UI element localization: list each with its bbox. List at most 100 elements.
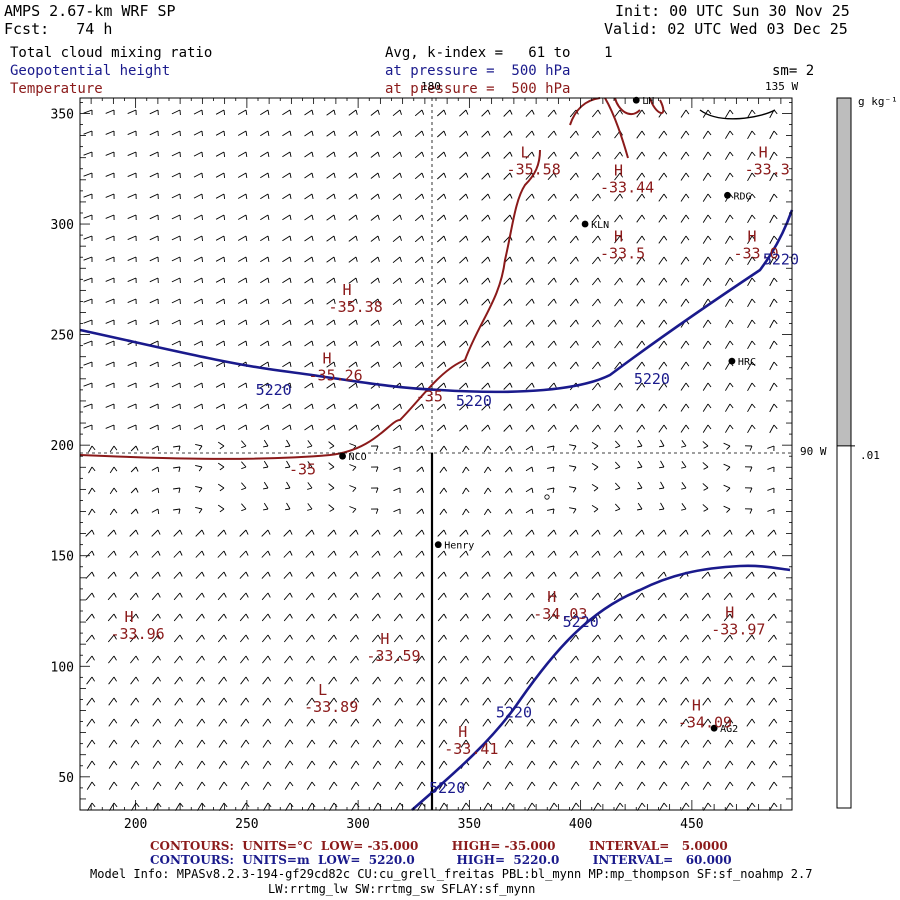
wind-barb [725,214,734,223]
wind-barb [525,592,535,601]
wind-barb [263,439,269,448]
wind-barb [702,151,712,160]
wind-barb [215,298,226,305]
colorbar-frame [836,97,852,809]
wind-barb [658,340,668,349]
wind-barb [591,298,601,307]
wind-barb [503,571,513,579]
wind-barb [193,319,203,326]
wind-barb [215,193,226,200]
wind-barb [702,403,712,412]
wind-barb [702,319,712,328]
wind-barb [437,529,447,537]
wind-barb [371,613,381,622]
wind-barb [614,739,624,748]
meridian-135w-label: 135 W [765,80,799,93]
wind-barb [658,172,668,181]
wind-barb [657,613,667,622]
high-low-centers: L-35.58 H-33.44H-33.3H-33.5H-33.0H-35.38H… [111,144,790,758]
wind-barb [680,739,690,748]
wind-barb [392,298,402,306]
wind-barb [260,277,270,284]
wind-barb [215,424,226,431]
wind-barb [282,151,292,158]
wind-barb [370,130,380,137]
wind-barb [304,193,314,200]
wind-barb [348,319,358,326]
wind-barb [681,802,690,811]
wind-barb [592,718,602,727]
wind-barb [173,571,183,579]
wind-barb [525,256,535,264]
wind-barb [615,802,624,811]
wind-barb [436,256,447,264]
wind-barb [107,550,117,558]
wind-barb [109,487,118,495]
footer-model-info: Model Info: MPASv8.2.3-194-gf29cd82c CU:… [90,867,813,881]
wind-barb [392,130,402,138]
wind-barb [241,461,247,470]
wind-barb [173,508,181,514]
wind-barb [83,424,93,430]
wind-barb [328,504,335,512]
wind-barb [769,256,778,266]
wind-barb [570,781,580,790]
wind-barb [195,571,205,579]
wind-barb [439,445,448,452]
wind-barb [171,235,181,242]
wind-barb [745,634,755,643]
wind-barb [217,483,225,492]
wind-barb [83,130,93,136]
center-letter: H [759,144,768,162]
wind-barb [195,550,205,558]
wind-barb [438,718,448,727]
station-dot [728,357,736,365]
wind-barb [658,655,667,664]
wind-barb [438,739,448,748]
wind-barb [326,382,336,389]
wind-barb [371,592,381,601]
wind-barb [504,781,514,790]
wind-barb [681,503,687,511]
wind-barb [284,739,294,748]
wind-barb [460,781,470,790]
wind-barb [414,151,425,159]
wind-barb [215,361,226,368]
wind-barb [591,256,601,265]
wind-barb [240,781,250,790]
wind-barb [130,760,140,769]
wind-barb [240,718,250,727]
wind-barb [86,739,96,748]
wind-barb [348,193,358,200]
wind-barb [348,151,358,158]
wind-barb [415,634,425,643]
wind-barb [328,697,338,706]
wind-barb [439,466,448,473]
wind-barb [393,508,401,515]
wind-barb [459,193,469,201]
wind-barb [305,634,315,643]
wind-barb [547,256,557,265]
wind-barb [193,277,203,284]
wind-barb [129,571,139,579]
wind-barb [86,781,96,790]
wind-barb [283,529,293,537]
wind-barb [525,487,534,493]
wind-barb [85,634,95,643]
wind-barb [724,781,734,790]
wind-barb [105,298,115,305]
wind-barb [193,256,203,263]
wind-barb [261,529,271,537]
wind-barb [283,613,293,622]
wind-barb [503,193,513,201]
wind-barb [525,214,535,222]
wind-barb [481,361,491,369]
wind-barb [109,508,118,516]
wind-barb [547,277,557,286]
wind-barb [459,214,469,222]
wind-barb [193,298,203,305]
wind-barb [724,760,734,769]
wind-barb [702,504,709,512]
wind-barb [503,319,513,327]
wind-barb [416,718,426,727]
